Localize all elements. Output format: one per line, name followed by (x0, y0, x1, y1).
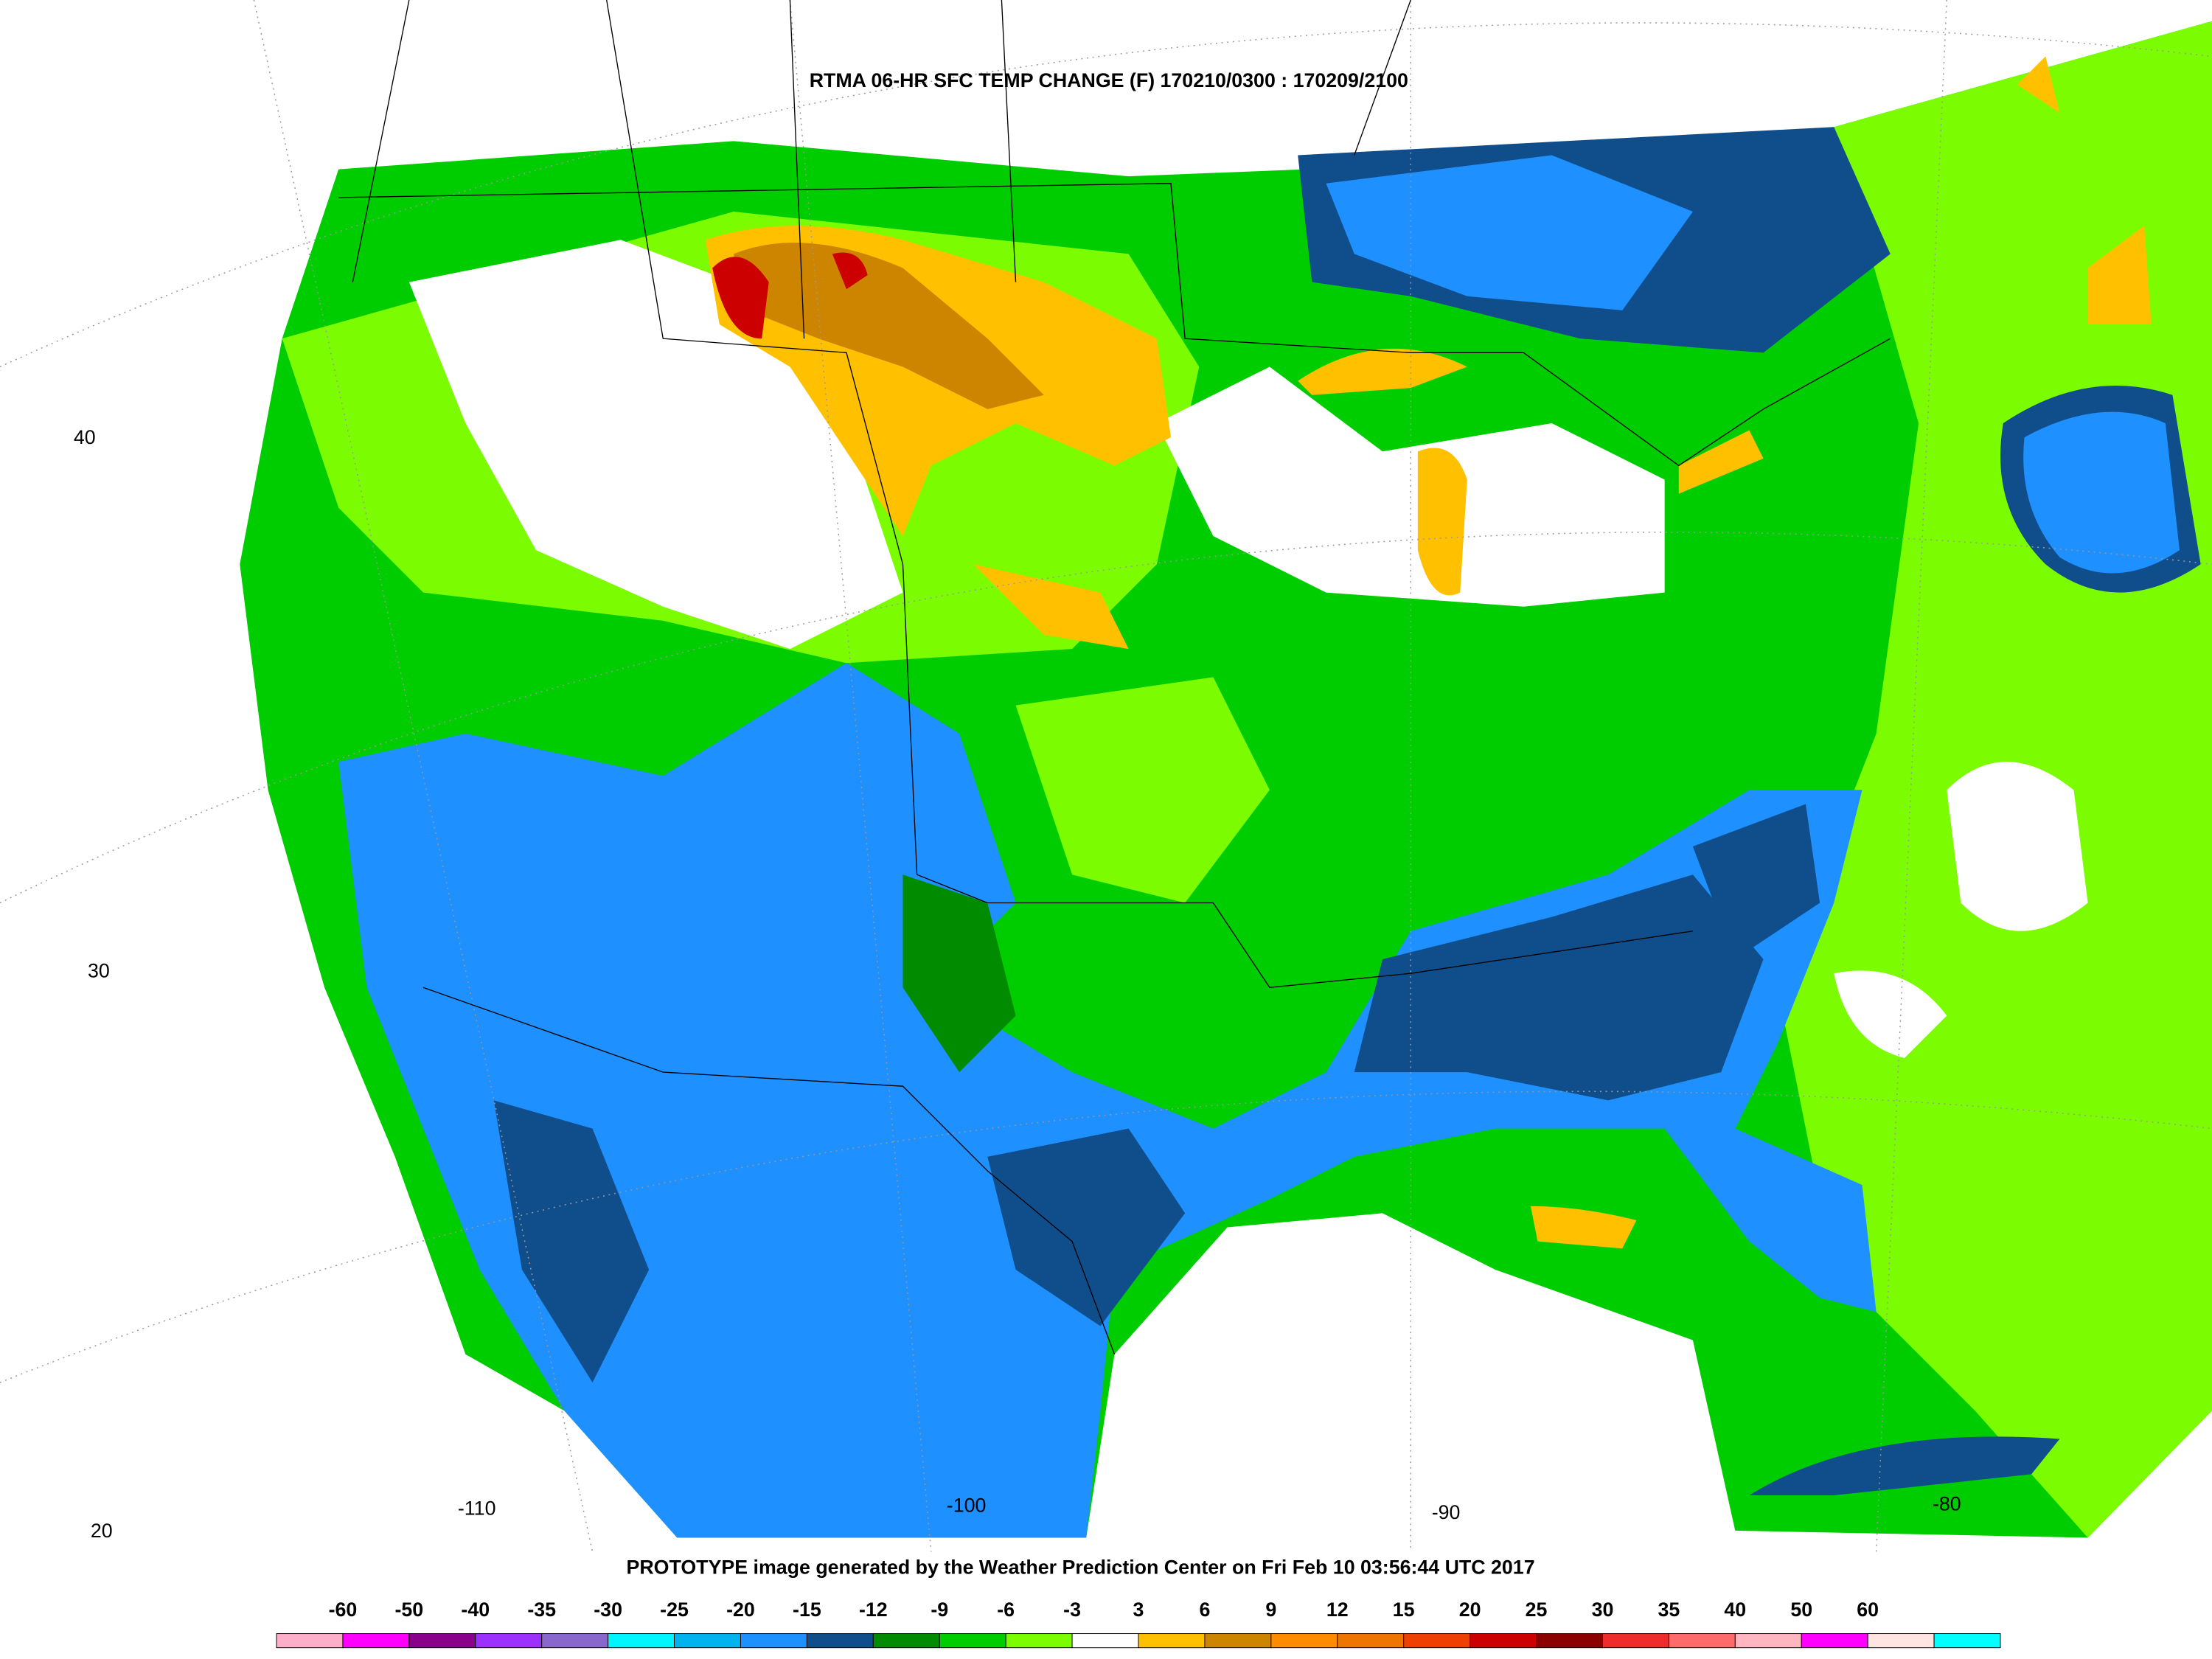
grid-lines (0, 0, 2212, 1552)
legend-label: -60 (329, 1599, 358, 1621)
dark-green-area (902, 874, 1016, 1073)
legend-swatch (1403, 1633, 1471, 1649)
legend-swatch (1536, 1633, 1603, 1649)
legend-swatch (475, 1633, 543, 1649)
legend-label: 25 (1526, 1599, 1548, 1621)
legend: -60 -50 -40 -35 -30 -25 -20 -15 -12 -9 -6 -3 3 6 9 12 15… (276, 1599, 2001, 1649)
legend-swatch (1801, 1633, 1868, 1649)
gold-area (973, 564, 1129, 650)
legend-label: 6 (1199, 1599, 1210, 1621)
legend-swatch (1470, 1633, 1537, 1649)
blue-area (338, 663, 1877, 1538)
legend-swatch (1138, 1633, 1206, 1649)
legend-swatch (342, 1633, 410, 1649)
legend-label: 40 (1724, 1599, 1746, 1621)
longitude-label: -90 (1432, 1501, 1461, 1523)
legend-label: 3 (1133, 1599, 1144, 1621)
footer-text: PROTOTYPE image generated by the Weather… (627, 1557, 1535, 1579)
legend-swatch (674, 1633, 741, 1649)
lime-area (1015, 677, 1270, 903)
legend-swatch (872, 1633, 940, 1649)
legend-label: -20 (726, 1599, 755, 1621)
red-area (712, 252, 868, 339)
ocean-blue (2023, 411, 2180, 574)
legend-swatch (1933, 1633, 2001, 1649)
field (240, 21, 2212, 1538)
legend-swatch (1668, 1633, 1736, 1649)
legend-label: 60 (1857, 1599, 1879, 1621)
legend-label: -25 (660, 1599, 689, 1621)
longitude-label: -100 (947, 1494, 987, 1516)
legend-label: -15 (793, 1599, 821, 1621)
latitude-label: 20 (91, 1520, 113, 1542)
legend-label: -12 (859, 1599, 888, 1621)
legend-label: -35 (527, 1599, 556, 1621)
legend-swatch (1734, 1633, 1802, 1649)
legend-swatch (408, 1633, 476, 1649)
legend-label: 30 (1592, 1599, 1614, 1621)
ocean-white (1834, 762, 2088, 1058)
legend-label: 12 (1326, 1599, 1349, 1621)
legend-swatch (608, 1633, 675, 1649)
latitude-label: 30 (88, 959, 110, 981)
legend-swatch (1071, 1633, 1139, 1649)
legend-swatch (1337, 1633, 1405, 1649)
legend-swatch (740, 1633, 807, 1649)
longitude-label: -110 (458, 1497, 496, 1519)
legend-swatch (1270, 1633, 1338, 1649)
blue-area (1326, 155, 1693, 310)
legend-label: 20 (1459, 1599, 1481, 1621)
map-title: RTMA 06-HR SFC TEMP CHANGE (F) 170210/03… (810, 69, 1408, 91)
legend-swatch (541, 1633, 609, 1649)
legend-label: -6 (997, 1599, 1015, 1621)
legend-swatch (1005, 1633, 1073, 1649)
legend-label: -40 (461, 1599, 490, 1621)
legend-label: -50 (395, 1599, 424, 1621)
legend-swatch (1204, 1633, 1272, 1649)
legend-label: -3 (1063, 1599, 1081, 1621)
borders (338, 0, 1891, 1354)
dark-blue-area (493, 804, 1820, 1382)
legend-label: -9 (931, 1599, 948, 1621)
legend-swatch (1601, 1633, 1669, 1649)
cuba (1749, 1436, 2060, 1496)
longitude-label: -80 (1933, 1493, 1961, 1515)
legend-swatch (1867, 1633, 1935, 1649)
latitude-label: 40 (74, 426, 96, 448)
legend-label: 9 (1265, 1599, 1276, 1621)
legend-label: 35 (1658, 1599, 1680, 1621)
coordinate-labels: 40 30 20 -110 -100 -90 -80 (74, 426, 1961, 1542)
legend-label: 50 (1790, 1599, 1812, 1621)
dark-gold-area (733, 243, 1044, 409)
legend-swatch (939, 1633, 1006, 1649)
legend-swatch (276, 1633, 344, 1649)
legend-swatch (806, 1633, 874, 1649)
legend-label: 15 (1393, 1599, 1415, 1621)
legend-label: -30 (594, 1599, 622, 1621)
